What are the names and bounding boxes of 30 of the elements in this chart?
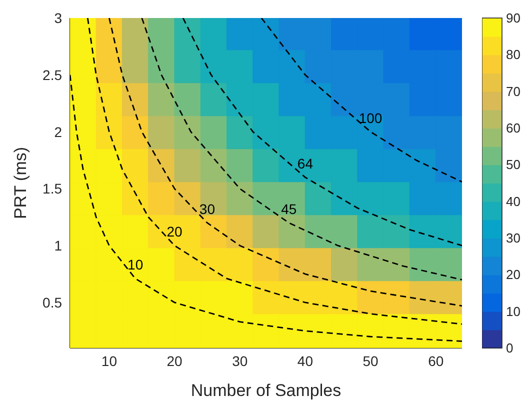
color-bar-label: 70 xyxy=(506,84,520,99)
series-label: 64 xyxy=(297,155,314,172)
color-bar-label: 50 xyxy=(506,157,520,172)
x-tick-label: 40 xyxy=(297,352,314,369)
y-tick-label: 2.5 xyxy=(42,66,62,83)
color-bar-label: 0 xyxy=(506,340,514,356)
color-bar-label: 30 xyxy=(506,230,520,246)
color-bar-label: 10 xyxy=(506,304,520,319)
y-tick-label: 2 xyxy=(54,124,62,140)
x-axis-title: Number of Samples xyxy=(190,381,342,400)
x-tick-label: 20 xyxy=(166,352,183,369)
color-bar-label: 20 xyxy=(506,267,520,282)
y-tick-label: 3 xyxy=(54,10,62,26)
series-label: 10 xyxy=(128,256,144,273)
series-label: 100 xyxy=(358,110,382,126)
series-label: 20 xyxy=(166,224,183,240)
x-tick-label: 50 xyxy=(362,352,379,369)
series-label: 45 xyxy=(281,200,297,217)
color-bar-label: 90 xyxy=(506,10,520,26)
color-bar-label: 60 xyxy=(506,120,520,136)
x-tick-label: 30 xyxy=(232,352,248,369)
series-label: 30 xyxy=(199,200,216,217)
x-tick-label: 10 xyxy=(101,352,118,369)
y-tick-label: 0.5 xyxy=(42,294,62,310)
y-axis-title: PRT (ms) xyxy=(11,146,30,220)
y-tick-label: 1 xyxy=(54,238,62,254)
color-bar-label: 40 xyxy=(506,194,520,209)
y-tick-label: 1.5 xyxy=(42,180,62,197)
x-tick-label: 60 xyxy=(428,352,444,369)
color-bar-label: 80 xyxy=(506,47,520,62)
